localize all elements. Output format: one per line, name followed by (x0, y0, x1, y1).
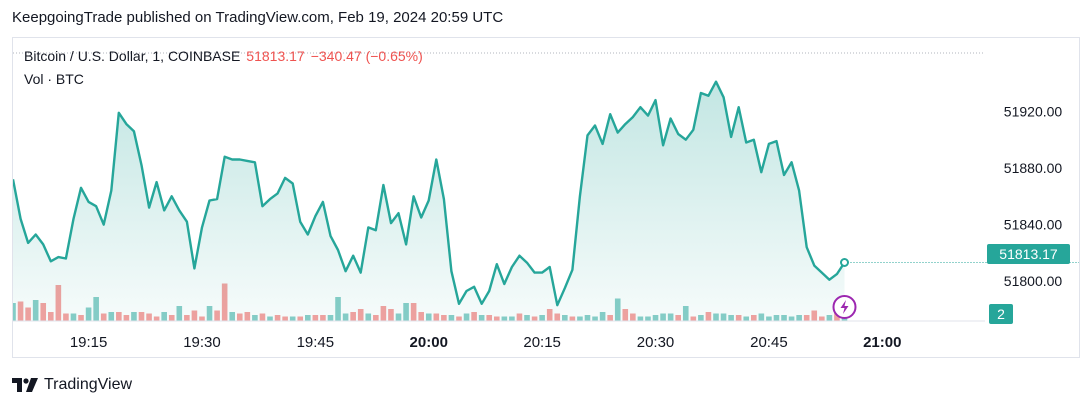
last-price-badge: 51813.17 (987, 244, 1070, 264)
last-price-dot (839, 257, 849, 267)
y-tick-label: 51840.00 (1004, 217, 1063, 233)
tradingview-brand: TradingView (44, 376, 133, 393)
x-tick-label: 20:00 (410, 334, 448, 351)
x-tick-label: 19:15 (70, 334, 108, 351)
volume-badge: 2 (989, 304, 1013, 324)
y-tick-label: 51880.00 (1004, 160, 1063, 176)
x-tick-label: 19:45 (297, 334, 335, 351)
last-price-value: 51813.17 (246, 48, 305, 64)
chart-frame[interactable]: 51800.00 51840.00 51880.00 51920.00 19:15 19:… (12, 37, 1080, 358)
publish-byline: KeepgoingTrade published on TradingView.… (12, 9, 504, 26)
x-tick-label: 20:30 (637, 334, 675, 351)
x-tick-label: 19:30 (183, 334, 221, 351)
price-line (13, 80, 846, 307)
y-tick-label: 51800.00 (1004, 273, 1063, 289)
tradingview-footer[interactable]: TradingView (12, 374, 132, 396)
symbol-legend[interactable]: Bitcoin / U.S. Dollar, 1, COINBASE 51813.… (24, 48, 423, 64)
x-tick-label: 21:00 (863, 334, 901, 351)
volume-legend[interactable]: Vol · BTC (24, 71, 84, 87)
price-chart[interactable]: 51800.00 51840.00 51880.00 51920.00 19:15 19:… (13, 38, 1080, 358)
x-tick-label: 20:45 (750, 334, 788, 351)
y-tick-label: 51920.00 (1004, 103, 1063, 119)
symbol-title: Bitcoin / U.S. Dollar, 1, COINBASE (24, 48, 241, 64)
lightning-bolt-icon (840, 300, 849, 314)
tradingview-logo-icon (12, 378, 38, 392)
price-change-value: −340.47 (−0.65%) (310, 48, 423, 64)
x-tick-label: 20:15 (523, 334, 561, 351)
